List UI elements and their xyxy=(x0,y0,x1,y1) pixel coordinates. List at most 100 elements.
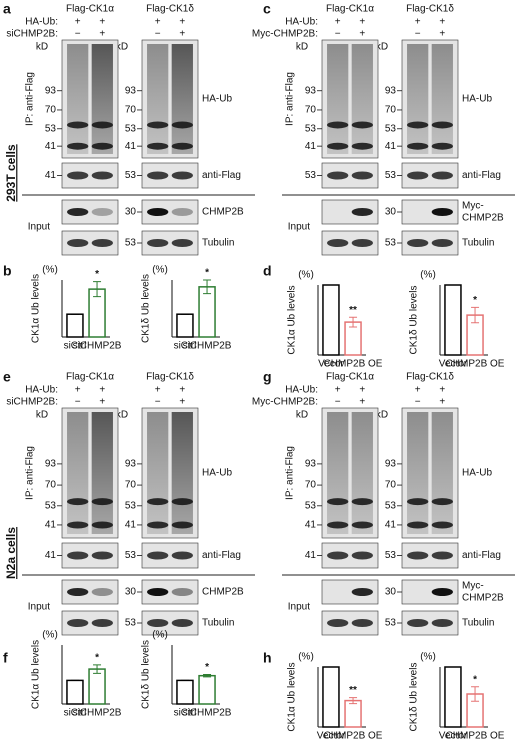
band xyxy=(431,521,453,529)
band xyxy=(407,498,429,506)
condition-label: siCHMP2B: xyxy=(6,397,58,408)
row-label: Tubulin xyxy=(202,238,234,249)
y-axis-label: CK1δ Ub levels xyxy=(409,663,420,732)
y-axis-label: CK1δ Ub levels xyxy=(141,640,152,709)
row-label: Myc- xyxy=(462,581,484,592)
band xyxy=(351,498,373,506)
x-tick-label: CHMP2B OE xyxy=(446,731,505,742)
band xyxy=(171,121,193,129)
kd-marker: 30 xyxy=(125,207,137,218)
error-bar xyxy=(203,674,212,678)
band xyxy=(407,551,429,560)
lane-smear xyxy=(67,44,89,154)
condition-sign: + xyxy=(359,17,365,28)
condition-sign: − xyxy=(415,397,421,408)
bar xyxy=(66,679,84,705)
blot-header: Flag-CK1α xyxy=(66,372,114,383)
row-label: CHMP2B xyxy=(202,587,244,598)
band xyxy=(67,239,89,247)
blot-header: Flag-CK1δ xyxy=(406,372,454,383)
kd-marker: 41 xyxy=(125,141,137,152)
band xyxy=(147,121,169,129)
kd-marker: 93 xyxy=(45,85,57,96)
y-axis-label: CK1α Ub levels xyxy=(287,662,298,731)
band xyxy=(431,171,453,180)
row-label: HA-Ub xyxy=(462,94,492,105)
bar-chart: (%)CK1α Ub levels Vector ** CHMP2B OE xyxy=(287,652,383,742)
panel-letter: e xyxy=(3,369,11,385)
row-label: CHMP2B xyxy=(202,207,244,218)
kd-marker: 30 xyxy=(125,587,137,598)
row-label: Tubulin xyxy=(462,618,494,629)
bar xyxy=(176,313,194,338)
ip-label: IP: anti-Flag xyxy=(285,446,296,500)
kd-marker: 93 xyxy=(305,459,317,470)
panel-letter: g xyxy=(263,369,272,385)
band xyxy=(147,239,169,247)
significance-label: * xyxy=(473,295,477,306)
band xyxy=(431,588,453,596)
error-bar xyxy=(349,697,358,705)
kd-marker: 41 xyxy=(45,141,57,152)
kd-marker: 53 xyxy=(125,123,137,134)
band xyxy=(91,521,113,529)
bar-chart: (%)CK1α Ub levels Vecor ** CHMP2B OE xyxy=(287,270,383,370)
panel-letter: h xyxy=(263,650,272,666)
kd-marker: 41 xyxy=(125,520,137,531)
bar xyxy=(176,679,194,705)
panel-letter: d xyxy=(263,263,272,279)
condition-sign: + xyxy=(155,385,161,396)
band xyxy=(327,521,349,529)
row-label: Myc- xyxy=(462,201,484,212)
lane-smear xyxy=(407,44,429,154)
condition-sign: − xyxy=(75,397,81,408)
band xyxy=(91,121,113,129)
x-tick-label: CHMP2B OE xyxy=(446,359,505,370)
blot-header: Flag-CK1α xyxy=(326,372,374,383)
x-tick-label: CHMP2B OE xyxy=(324,359,383,370)
kd-label: kD xyxy=(376,42,388,53)
condition-label: HA-Ub: xyxy=(285,385,318,396)
kd-marker: 53 xyxy=(385,550,397,561)
condition-sign: − xyxy=(75,29,81,40)
kd-marker: 53 xyxy=(125,170,137,181)
unit-label: (%) xyxy=(152,265,168,276)
band xyxy=(91,619,113,627)
kd-label: kD xyxy=(296,42,308,53)
y-axis-label: CK1α Ub levels xyxy=(31,640,42,709)
blot-panel: aHA-Ub:siCHMP2B:Flag-CK1α+ +− +kDFlag-CK1δ… xyxy=(3,1,255,256)
bar-chart: (%)CK1α Ub levels siCtrl * siCHMP2B xyxy=(31,265,122,352)
kd-marker: 41 xyxy=(305,520,317,531)
ip-label: IP: anti-Flag xyxy=(25,72,36,126)
band xyxy=(91,239,113,247)
band xyxy=(91,551,113,560)
condition-sign: + xyxy=(99,397,105,408)
error-bar xyxy=(93,664,102,674)
band xyxy=(91,171,113,180)
band xyxy=(327,121,349,129)
kd-marker: 70 xyxy=(305,105,317,116)
band xyxy=(351,208,373,216)
significance-label: ** xyxy=(349,685,357,696)
condition-sign: + xyxy=(415,385,421,396)
kd-marker: 70 xyxy=(125,480,137,491)
kd-marker: 41 xyxy=(305,550,317,561)
row-label: anti-Flag xyxy=(202,170,241,181)
error-bar xyxy=(93,281,102,298)
kd-marker: 41 xyxy=(305,141,317,152)
band xyxy=(147,208,169,216)
bar xyxy=(322,666,340,728)
band xyxy=(67,121,89,129)
blot-header: Flag-CK1δ xyxy=(146,372,194,383)
unit-label: (%) xyxy=(152,630,168,641)
condition-sign: + xyxy=(335,17,341,28)
kd-label: kD xyxy=(376,410,388,421)
kd-marker: 53 xyxy=(385,500,397,511)
panel-letter: c xyxy=(263,1,271,17)
row-label: Tubulin xyxy=(462,238,494,249)
kd-label: kD xyxy=(36,410,48,421)
band xyxy=(147,551,169,560)
condition-sign: − xyxy=(335,397,341,408)
kd-marker: 93 xyxy=(385,85,397,96)
y-axis-label: CK1δ Ub levels xyxy=(141,274,152,343)
